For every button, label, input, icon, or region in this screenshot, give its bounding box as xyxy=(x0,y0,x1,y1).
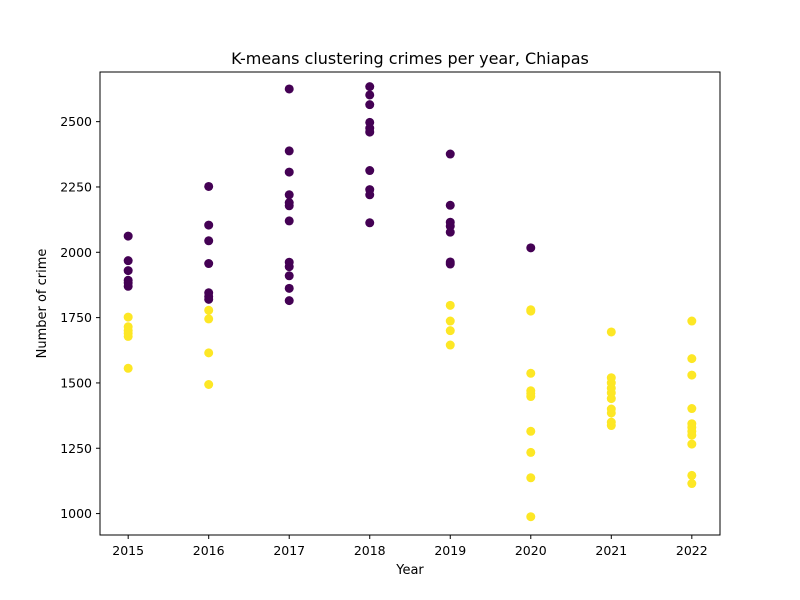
data-point-cluster-1 xyxy=(445,326,455,336)
plot-frame xyxy=(99,71,721,536)
data-point-cluster-1 xyxy=(687,404,697,414)
chart-title: K-means clustering crimes per year, Chia… xyxy=(231,49,589,68)
data-point-cluster-1 xyxy=(526,392,536,402)
y-tick-label: 2250 xyxy=(60,179,92,194)
y-axis: 1000 1250 1500 1750 2000 2250 2500 xyxy=(60,114,100,521)
data-point-cluster-0 xyxy=(445,149,455,159)
data-point-cluster-1 xyxy=(606,408,616,418)
data-point-cluster-0 xyxy=(204,259,214,269)
x-tick-label: 2022 xyxy=(676,543,708,558)
data-point-cluster-0 xyxy=(204,294,214,304)
x-axis: 2015 2016 2017 2018 2019 2020 2021 2022 xyxy=(112,535,708,558)
data-point-cluster-1 xyxy=(687,354,697,364)
data-point-cluster-0 xyxy=(284,146,294,156)
data-point-cluster-1 xyxy=(526,306,536,316)
data-point-cluster-0 xyxy=(365,127,375,137)
data-point-cluster-0 xyxy=(284,190,294,200)
data-point-cluster-0 xyxy=(284,283,294,293)
data-point-cluster-0 xyxy=(445,259,455,269)
data-point-cluster-1 xyxy=(445,316,455,326)
data-point-cluster-0 xyxy=(284,201,294,211)
x-axis-label: Year xyxy=(395,563,424,578)
data-point-cluster-1 xyxy=(204,380,214,389)
data-point-cluster-1 xyxy=(445,300,455,310)
data-point-cluster-0 xyxy=(365,100,375,110)
data-point-cluster-1 xyxy=(687,316,697,326)
y-tick-label: 1750 xyxy=(60,310,92,325)
data-point-cluster-1 xyxy=(204,314,214,324)
data-point-cluster-1 xyxy=(606,394,616,404)
x-tick-label: 2017 xyxy=(273,543,305,558)
data-point-cluster-1 xyxy=(204,305,214,315)
x-tick-label: 2020 xyxy=(515,543,547,558)
data-point-cluster-0 xyxy=(365,190,375,200)
data-point-cluster-0 xyxy=(123,281,133,291)
data-point-cluster-0 xyxy=(204,236,214,246)
data-point-cluster-0 xyxy=(284,296,294,306)
data-point-cluster-0 xyxy=(284,262,294,272)
data-point-cluster-1 xyxy=(123,363,133,373)
data-point-cluster-0 xyxy=(123,231,133,241)
data-point-cluster-0 xyxy=(445,200,455,210)
data-point-cluster-0 xyxy=(284,271,294,281)
data-point-cluster-1 xyxy=(687,470,697,480)
y-tick-label: 1500 xyxy=(60,375,92,390)
x-tick-label: 2019 xyxy=(434,543,466,558)
data-point-cluster-0 xyxy=(284,167,294,177)
data-point-cluster-1 xyxy=(526,473,536,483)
x-tick-label: 2018 xyxy=(354,543,386,558)
data-point-cluster-0 xyxy=(284,216,294,226)
data-point-cluster-1 xyxy=(526,447,536,457)
data-point-cluster-0 xyxy=(204,181,214,191)
data-point-cluster-1 xyxy=(526,368,536,378)
y-tick-label: 1000 xyxy=(60,506,92,521)
data-point-cluster-1 xyxy=(687,479,697,489)
data-point-cluster-0 xyxy=(526,243,536,253)
data-point-cluster-1 xyxy=(445,340,455,350)
data-point-cluster-1 xyxy=(123,312,133,322)
data-point-cluster-0 xyxy=(445,227,455,237)
data-point-cluster-1 xyxy=(123,331,133,341)
x-tick-label: 2015 xyxy=(112,543,144,558)
data-point-cluster-1 xyxy=(526,426,536,436)
data-point-cluster-0 xyxy=(123,256,133,266)
data-point-cluster-0 xyxy=(123,266,133,276)
data-point-cluster-0 xyxy=(365,90,375,100)
data-point-cluster-1 xyxy=(687,370,697,380)
data-point-cluster-1 xyxy=(204,348,214,358)
y-tick-label: 1250 xyxy=(60,441,92,456)
data-point-cluster-0 xyxy=(284,84,294,94)
y-tick-label: 2000 xyxy=(60,245,92,260)
data-point-cluster-1 xyxy=(687,430,697,440)
y-axis-label: Number of crime xyxy=(35,249,50,359)
x-tick-label: 2021 xyxy=(595,543,627,558)
data-point-cluster-1 xyxy=(606,421,616,431)
data-point-cluster-0 xyxy=(365,166,375,176)
data-point-cluster-1 xyxy=(526,512,536,522)
y-tick-label: 2500 xyxy=(60,114,92,129)
data-point-cluster-0 xyxy=(365,218,375,228)
points-layer xyxy=(123,82,697,522)
data-point-cluster-1 xyxy=(606,327,616,337)
x-tick-label: 2016 xyxy=(193,543,225,558)
data-point-cluster-0 xyxy=(365,82,375,92)
data-point-cluster-1 xyxy=(687,439,697,449)
data-point-cluster-0 xyxy=(204,220,214,230)
